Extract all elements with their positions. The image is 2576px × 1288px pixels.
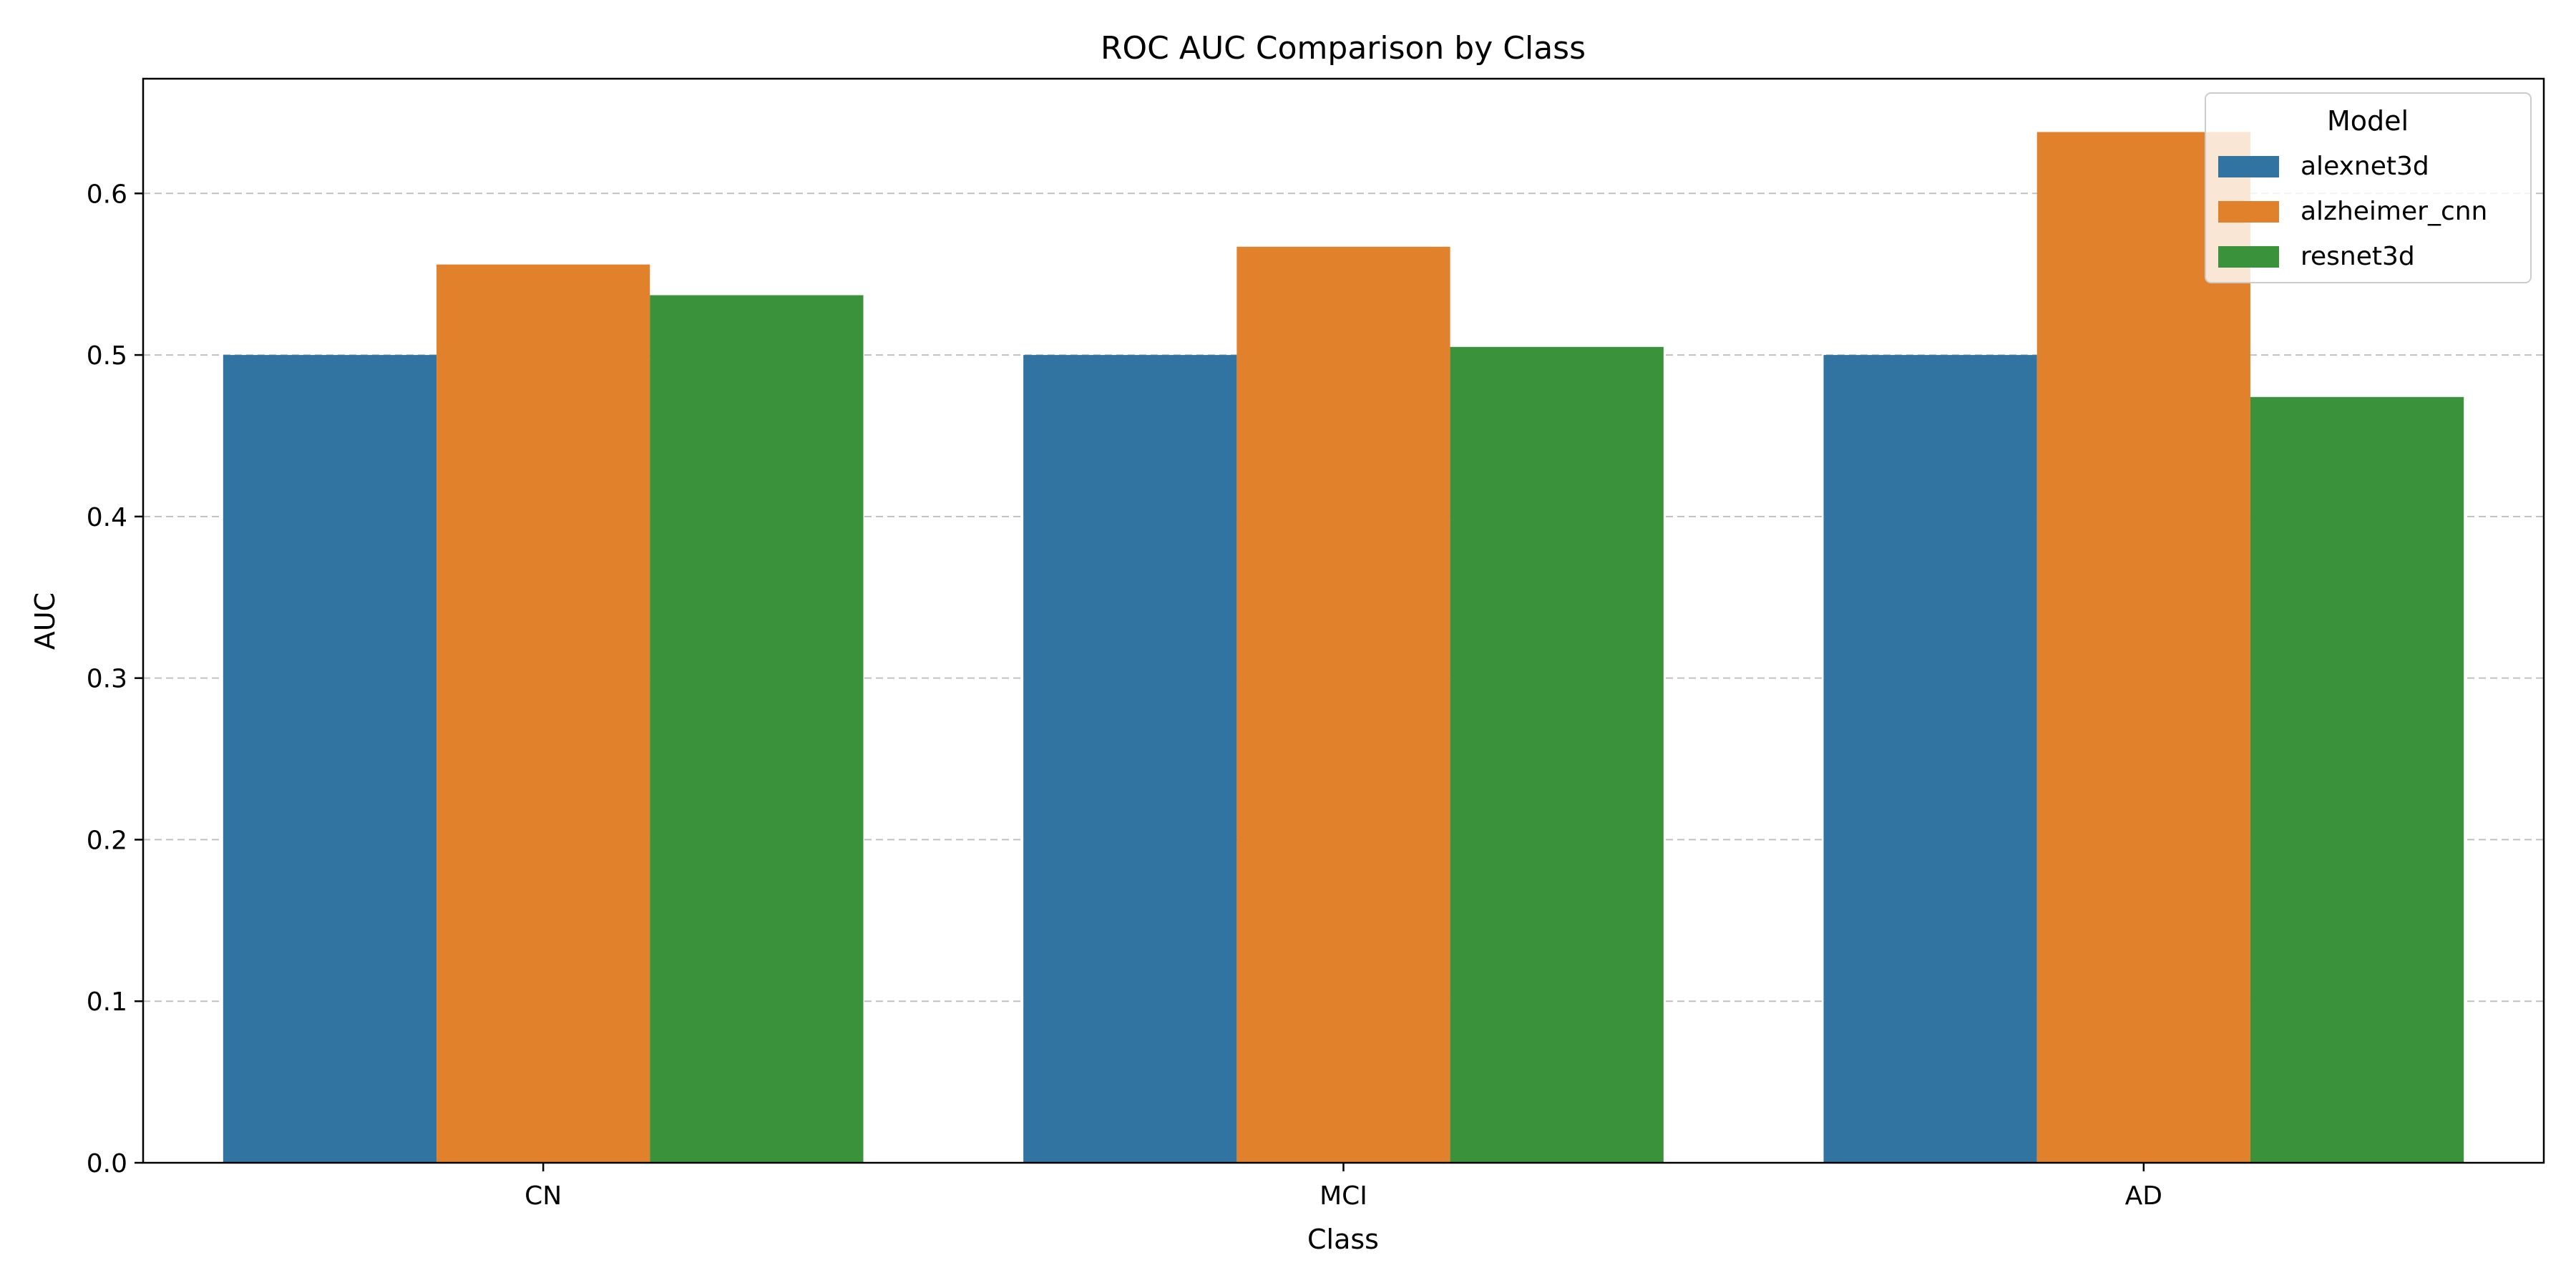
y-tick-label: 0.2 [87,826,127,855]
bar-alexnet3d-AD [1823,355,2037,1163]
legend-label-alzheimer_cnn: alzheimer_cnn [2301,197,2487,226]
chart-title: ROC AUC Comparison by Class [1101,30,1586,67]
x-tick-label: MCI [1319,1181,1367,1211]
legend-swatch-alzheimer_cnn [2218,201,2279,223]
bars [223,132,2464,1163]
legend-swatch-alexnet3d [2218,156,2279,177]
legend-title: Model [2327,105,2409,137]
y-axis-label: AUC [29,592,61,650]
y-tick-label: 0.0 [87,1149,127,1179]
bar-resnet3d-AD [2250,396,2464,1163]
bar-alexnet3d-CN [223,355,437,1163]
x-axis-ticks: CN MCI AD [525,1163,2162,1211]
y-tick-label: 0.5 [87,341,127,371]
y-axis-ticks: 0.0 0.1 0.2 0.3 0.4 0.5 0.6 [87,180,143,1179]
legend-label-alexnet3d: alexnet3d [2301,152,2429,181]
legend-label-resnet3d: resnet3d [2301,242,2415,271]
x-tick-label: AD [2125,1181,2162,1211]
legend-swatch-resnet3d [2218,246,2279,268]
bar-resnet3d-CN [650,295,864,1163]
bar-alzheimer_cnn-AD [2036,132,2250,1163]
legend: Model alexnet3d alzheimer_cnn resnet3d [2205,92,2532,283]
y-tick-label: 0.6 [87,180,127,209]
legend-entries: alexnet3d alzheimer_cnn resnet3d [2218,152,2487,271]
bar-resnet3d-MCI [1450,346,1664,1163]
x-tick-label: CN [525,1181,562,1211]
y-tick-label: 0.3 [87,665,127,694]
bar-alexnet3d-MCI [1023,355,1237,1163]
legend-box [2205,92,2532,283]
y-tick-label: 0.1 [87,987,127,1017]
x-axis-label: Class [1307,1224,1379,1255]
y-tick-label: 0.4 [87,503,127,532]
bar-alzheimer_cnn-MCI [1236,246,1450,1163]
bar-alzheimer_cnn-CN [436,264,650,1163]
